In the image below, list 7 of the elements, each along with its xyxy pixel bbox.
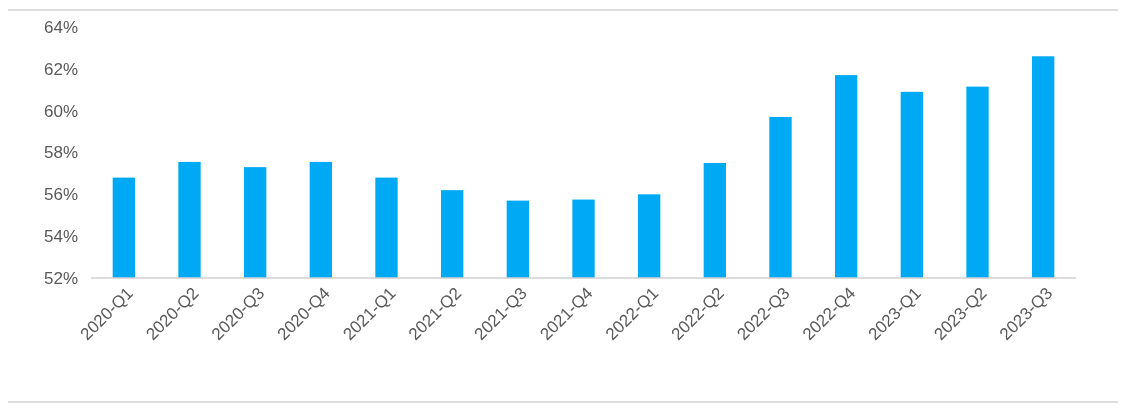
y-tick-label: 56% [43,185,78,205]
y-tick-label: 58% [43,143,78,163]
y-tick-label: 60% [43,101,78,121]
y-tick-label: 54% [43,227,78,247]
y-tick-label: 62% [43,59,78,79]
y-tick-label: 64% [43,17,78,37]
y-tick-label: 52% [43,268,78,288]
